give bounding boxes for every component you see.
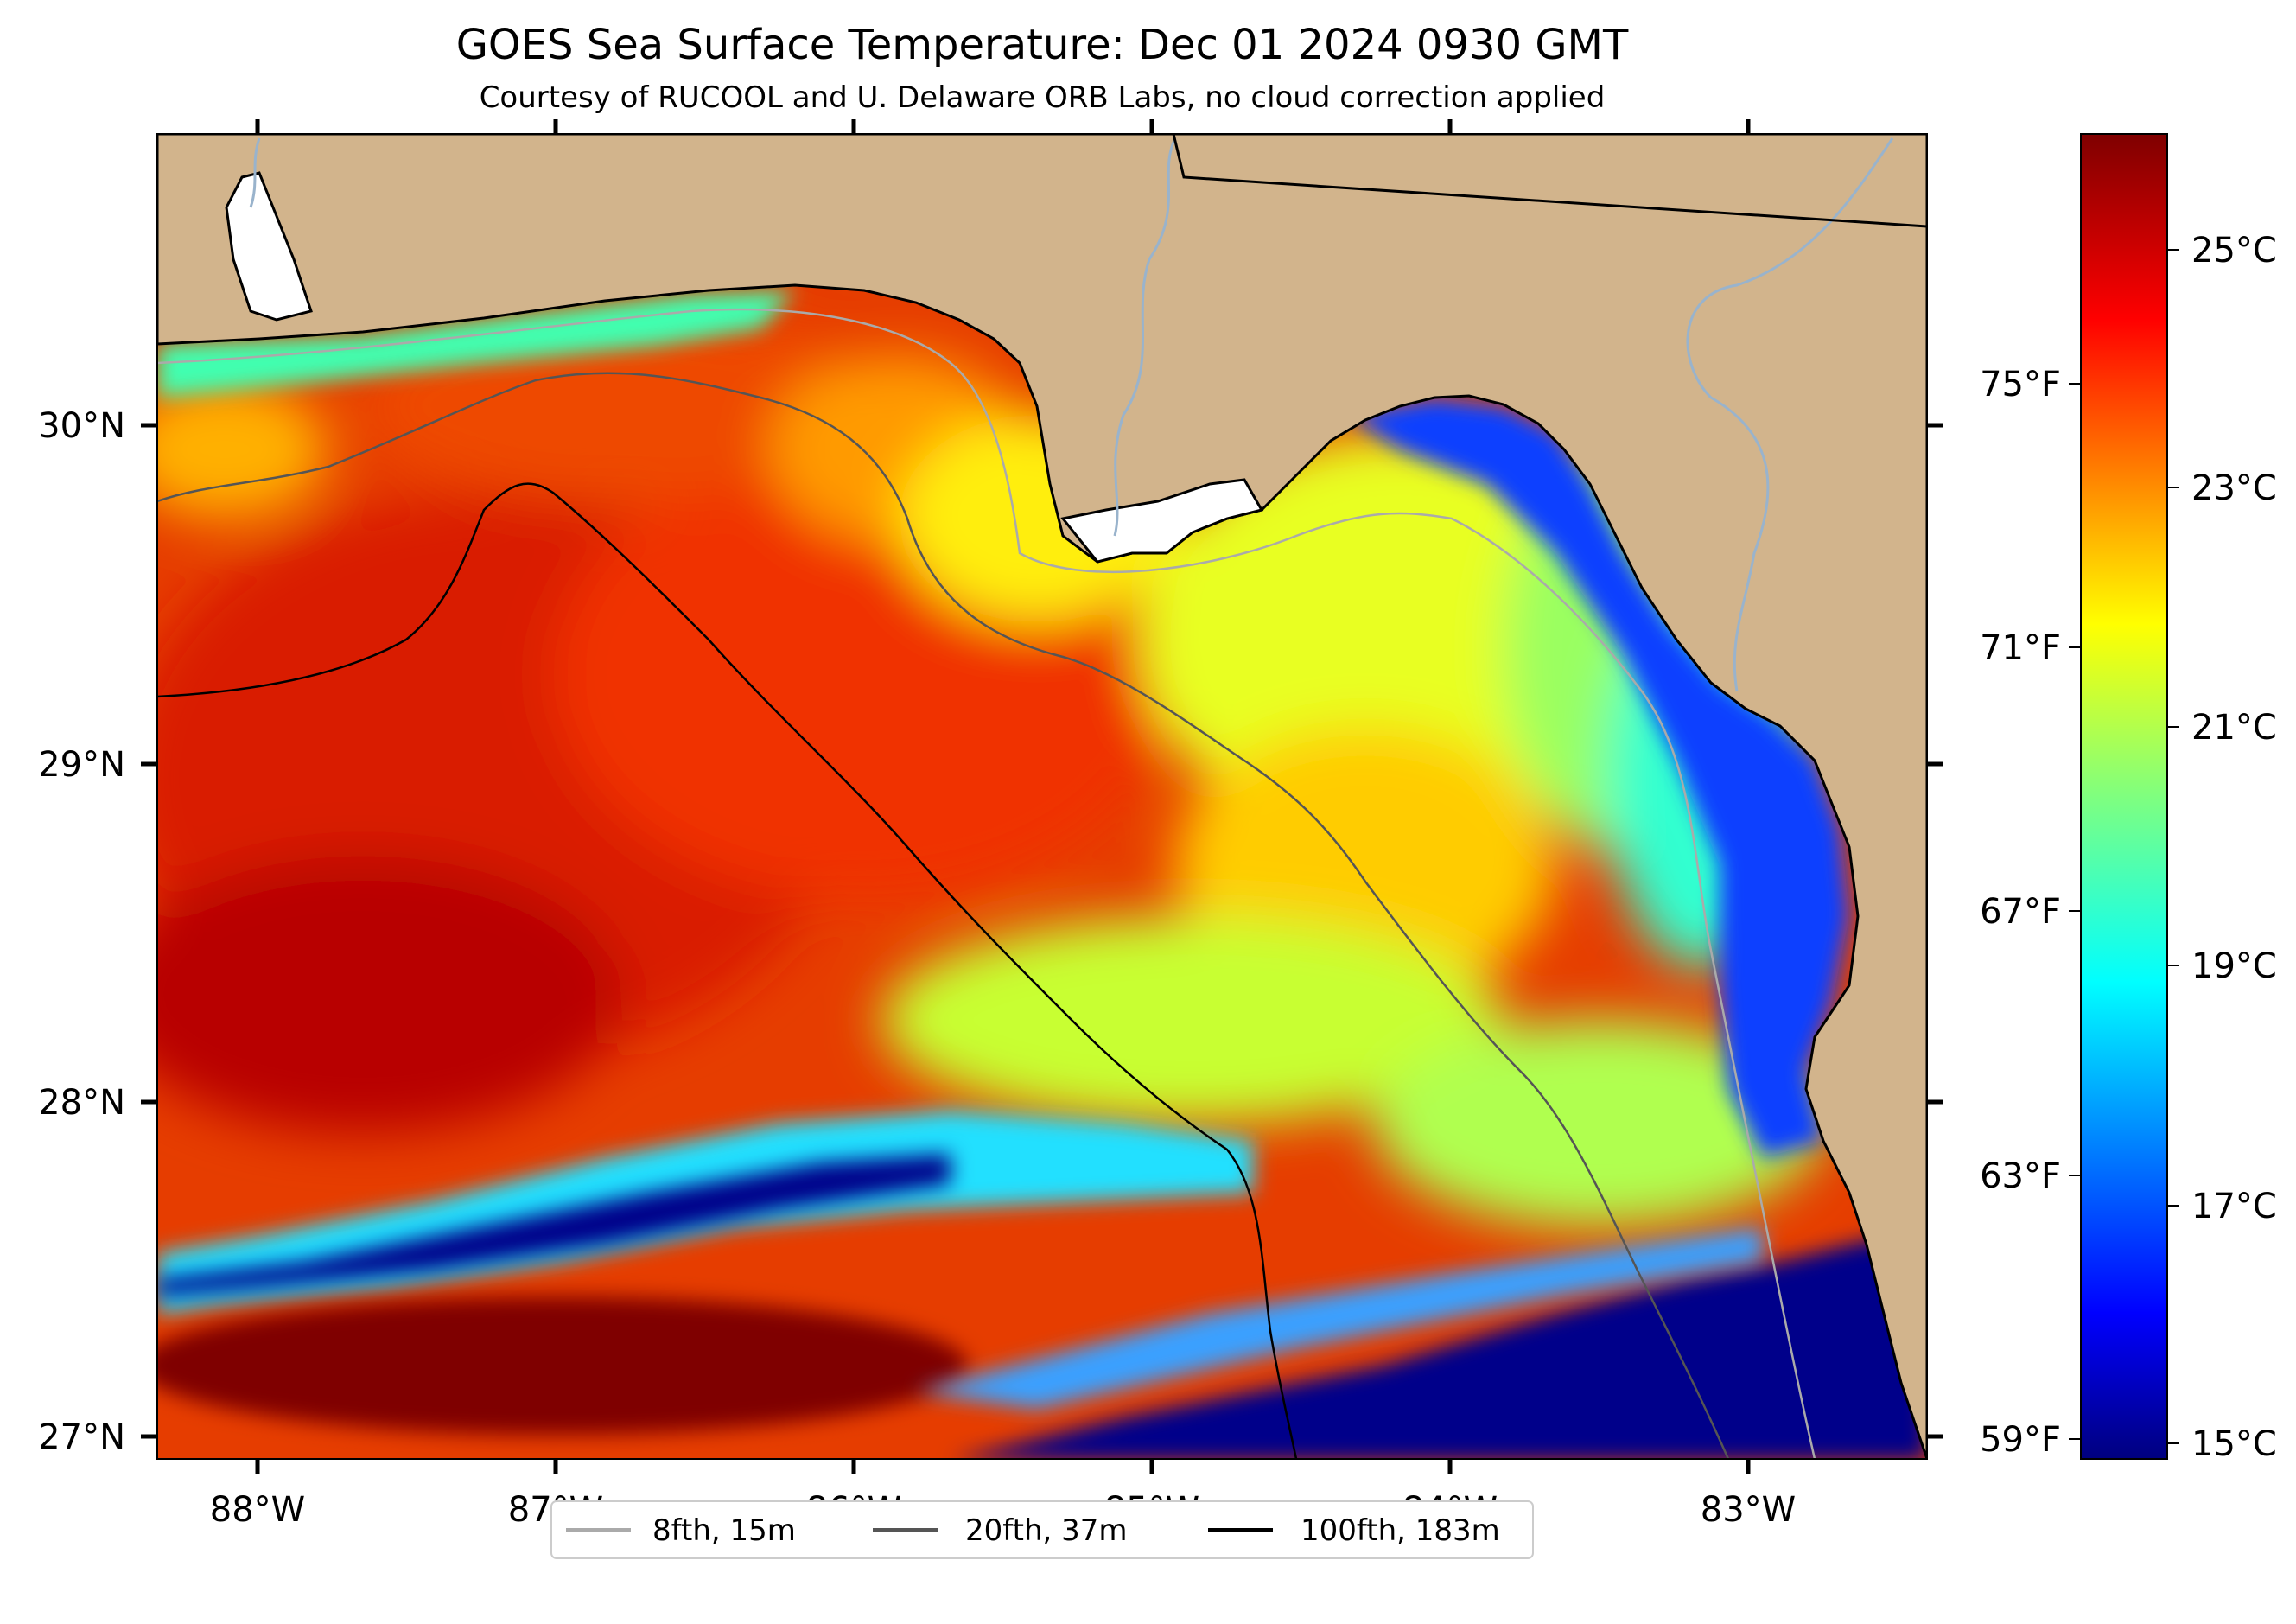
fahrenheit-labels: 75°F 71°F 67°F 63°F 59°F: [1980, 365, 2061, 1460]
legend-box: [550, 1500, 1534, 1559]
f-label-67: 67°F: [1980, 892, 2061, 932]
c-label-23: 23°C: [2191, 468, 2277, 508]
panhandle-coast: [157, 134, 1927, 1459]
river-east: [1686, 137, 1894, 692]
c-label-19: 19°C: [2191, 946, 2277, 986]
isobath-100fth: [157, 482, 1298, 1459]
lon-label-88: 88°W: [210, 1490, 305, 1530]
warm-eddy-south: [157, 1296, 968, 1435]
f-label-63: 63°F: [1980, 1156, 2061, 1196]
c-label-21: 21°C: [2191, 708, 2277, 748]
sst-field: [157, 285, 1927, 1459]
colorbar: [2080, 133, 2168, 1460]
offshore-cold-edge: [916, 1227, 1763, 1409]
c-label-25: 25°C: [2191, 231, 2277, 271]
apalachee-bay-marsh: [1060, 478, 1264, 564]
lat-label-29: 29°N: [38, 745, 125, 785]
lon-label-83: 83°W: [1701, 1490, 1796, 1530]
lat-label-30: 30°N: [38, 406, 125, 446]
coastline: [157, 134, 1927, 1459]
cold-core-band: [157, 1154, 951, 1296]
celsius-labels: 25°C 23°C 21°C 19°C 17°C 15°C: [2191, 231, 2277, 1464]
legend-label-100fth: 100fth, 183m: [1301, 1513, 1500, 1548]
celsius-axis: [2167, 249, 2179, 1444]
lat-labels: 30°N 29°N 28°N 27°N: [38, 406, 125, 1457]
map-panel: [157, 134, 1927, 1459]
legend-label-20fth: 20fth, 37m: [965, 1513, 1128, 1548]
legend: 8fth, 15m 20fth, 37m 100fth, 183m: [550, 1500, 1534, 1559]
bigbend-cool-band: [1348, 398, 1849, 1158]
river-west: [249, 137, 261, 208]
f-label-75: 75°F: [1980, 365, 2061, 404]
c-label-17: 17°C: [2191, 1187, 2277, 1226]
c-label-15: 15°C: [2191, 1424, 2277, 1464]
chart-title: GOES Sea Surface Temperature: Dec 01 202…: [456, 21, 1629, 69]
map-frame: [156, 133, 1928, 1460]
f-label-59: 59°F: [1980, 1420, 2061, 1460]
river-central: [1113, 137, 1177, 537]
legend-label-8fth: 8fth, 15m: [652, 1513, 796, 1548]
offshore-cold-water: [957, 1227, 1927, 1459]
lat-label-27: 27°N: [38, 1417, 125, 1457]
isobath-20fth: [157, 372, 1730, 1459]
chart-subtitle: Courtesy of RUCOOL and U. Delaware ORB L…: [480, 80, 1606, 115]
state-boundary: [1172, 134, 1927, 228]
lat-axis: [141, 423, 1943, 1439]
f-label-71: 71°F: [1980, 628, 2061, 668]
lon-axis: [255, 119, 1751, 1474]
fahrenheit-axis: [2069, 383, 2081, 1440]
rivers: [249, 137, 1894, 692]
lat-label-28: 28°N: [38, 1083, 125, 1123]
mobile-bay: [225, 171, 313, 322]
isobath-8fth: [157, 308, 1816, 1459]
